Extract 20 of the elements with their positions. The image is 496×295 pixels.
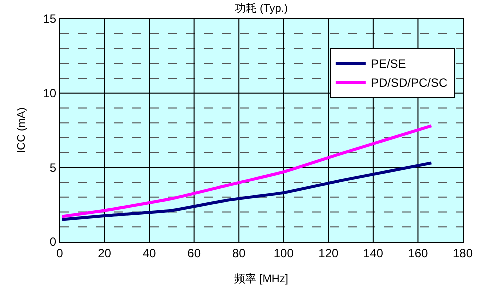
chart-title: 功耗 (Typ.): [234, 2, 288, 16]
line-series: [60, 162, 434, 222]
legend-label: PE/SE: [370, 57, 406, 72]
y-tick-label: 15: [43, 12, 57, 26]
legend-label: PD/SD/PC/SC: [370, 76, 448, 90]
x-tick-label: 160: [408, 246, 429, 260]
x-tick-label: 100: [274, 246, 294, 260]
y-axis-title: ICC (mA): [16, 108, 28, 154]
y-tick-label: 5: [50, 160, 57, 175]
x-axis-title: 频率 [MHz]: [234, 272, 288, 286]
x-tick-label: 20: [98, 246, 112, 260]
x-tick-label: 180: [452, 246, 474, 260]
y-tick-label: 10: [43, 86, 57, 101]
x-tick-label: 80: [232, 246, 246, 260]
y-tick-label: 0: [50, 235, 57, 250]
x-tick-label: 60: [188, 246, 202, 260]
x-tick-label: 120: [318, 246, 339, 260]
x-tick-label: 40: [142, 246, 157, 260]
line-series: [60, 124, 434, 218]
x-tick-label: 140: [363, 246, 384, 260]
